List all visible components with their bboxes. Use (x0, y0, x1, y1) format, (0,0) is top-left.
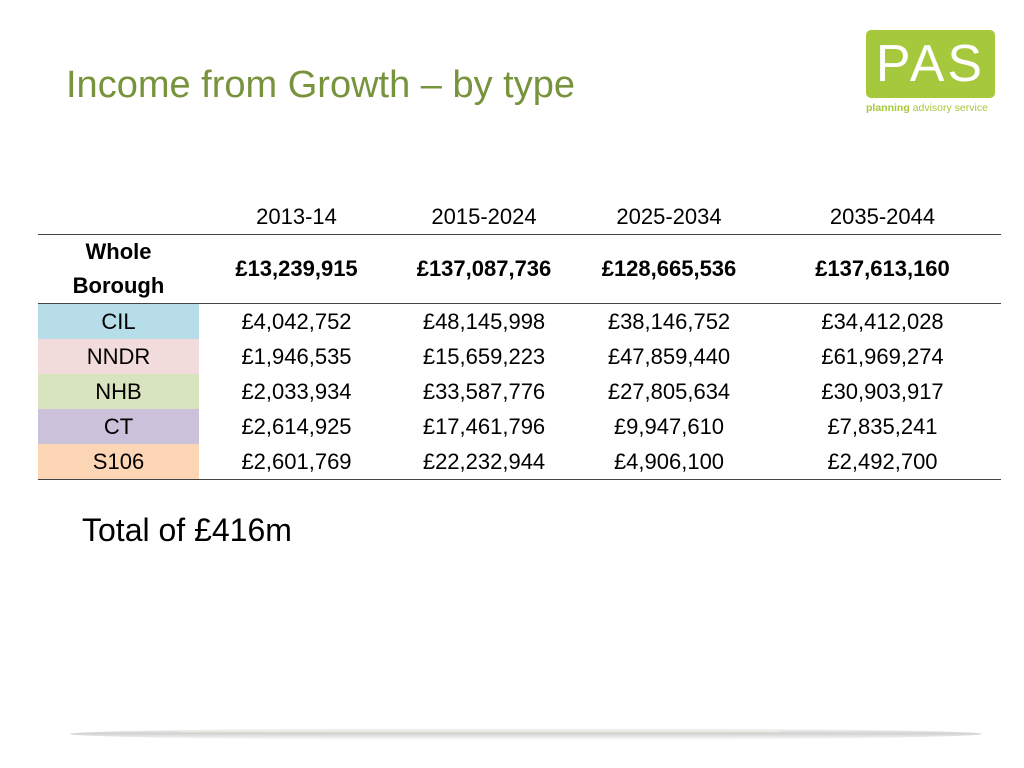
row-label-ct: CT (38, 409, 199, 444)
table-cell: £34,412,028 (821, 308, 944, 334)
income-table: 2013-14 2015-2024 2025-2034 2035-2044 Wh… (38, 200, 1001, 480)
table-header-row: 2013-14 2015-2024 2025-2034 2035-2044 (38, 200, 1001, 235)
table-cell: £15,659,223 (422, 343, 546, 369)
table-cell: £27,805,634 (607, 378, 731, 404)
row-label-line1: Whole (85, 239, 152, 264)
table-row-s106: S106 £2,601,769 £22,232,944 £4,906,100 £… (38, 444, 1001, 480)
pas-logo: PAS planning advisory service (866, 30, 1000, 120)
logo-subtitle-bold: planning (866, 102, 910, 114)
table-cell: £137,087,736 (394, 234, 574, 304)
table-cell: £4,042,752 (241, 308, 352, 334)
table-cell: £47,859,440 (607, 343, 731, 369)
table-row-cil: CIL £4,042,752 £48,145,998 £38,146,752 £… (38, 303, 1001, 339)
table-cell: £33,587,776 (422, 378, 546, 404)
table-cell: £137,613,160 (764, 234, 1001, 304)
row-label-nndr: NNDR (38, 339, 199, 374)
logo-subtitle: planning advisory service (866, 102, 1000, 114)
table-cell: £1,946,535 (241, 343, 352, 369)
logo-mark: PAS (875, 35, 986, 93)
table-cell: £2,601,769 (199, 444, 394, 480)
total-summary: Total of £416m (82, 512, 292, 548)
table-row-nhb: NHB £2,033,934 £33,587,776 £27,805,634 £… (38, 374, 1001, 409)
footer-divider (70, 728, 982, 740)
row-label-nhb: NHB (38, 374, 199, 409)
header-cell-2035-2044: 2035-2044 (764, 200, 1001, 235)
table-cell: £13,239,915 (199, 234, 394, 304)
table-cell: £2,614,925 (241, 413, 352, 439)
table-cell: £4,906,100 (574, 444, 764, 480)
row-label-cil: CIL (38, 303, 199, 339)
row-label-line2: Borough (72, 273, 165, 298)
header-cell-blank (38, 200, 199, 235)
table-cell: £22,232,944 (394, 444, 574, 480)
table-cell: £48,145,998 (422, 308, 546, 334)
table-cell: £2,033,934 (241, 378, 352, 404)
row-label-s106: S106 (38, 444, 199, 480)
table-cell: £61,969,274 (821, 343, 944, 369)
table-cell: £17,461,796 (422, 413, 546, 439)
header-cell-2015-2024: 2015-2024 (394, 200, 574, 235)
slide-title: Income from Growth – by type (66, 64, 575, 106)
table-cell: £9,947,610 (613, 413, 725, 439)
table-row-nndr: NNDR £1,946,535 £15,659,223 £47,859,440 … (38, 339, 1001, 374)
table-cell: £38,146,752 (607, 308, 731, 334)
table-row-whole-borough: Whole Borough £13,239,915 £137,087,736 £1… (38, 234, 1001, 304)
table-row-ct: CT £2,614,925 £17,461,796 £9,947,610 £7,… (38, 409, 1001, 444)
logo-box: PAS (866, 30, 995, 98)
logo-subtitle-rest: advisory service (909, 102, 988, 114)
table-cell: £128,665,536 (574, 234, 764, 304)
table-cell: £7,835,241 (827, 413, 938, 439)
table-cell: £2,492,700 (764, 444, 1001, 480)
header-cell-2013-14: 2013-14 (199, 200, 394, 235)
footer-line (180, 731, 780, 732)
table-cell: £30,903,917 (821, 378, 944, 404)
header-cell-2025-2034: 2025-2034 (574, 200, 764, 235)
row-label-whole-borough: Whole Borough (38, 234, 199, 304)
